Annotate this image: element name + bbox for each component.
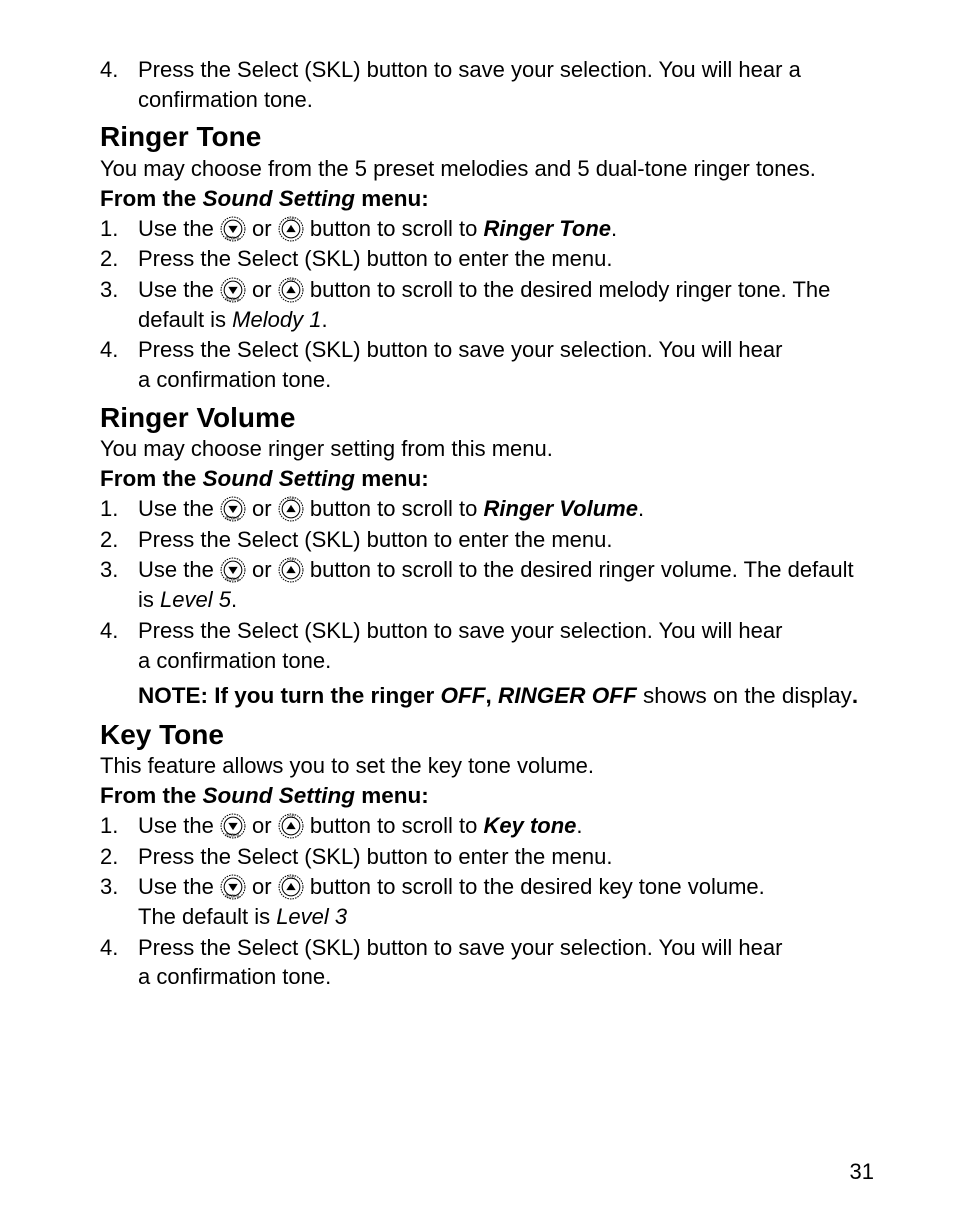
key-tone-subhead: From the Sound Setting menu: [100,783,874,809]
list-item: 3. Use the or button to scroll to the de… [100,275,874,334]
item-text: Use the or button to scroll to the desir… [138,872,874,931]
top-continuation-list: 4. Press the Select (SKL) button to save… [100,55,874,114]
ringer-tone-intro: You may choose from the 5 preset melodie… [100,154,874,184]
item-number: 2. [100,244,138,274]
menu-target: Ringer Tone [484,216,612,241]
ringer-tone-subhead: From the Sound Setting menu: [100,186,874,212]
list-item: 2. Press the Select (SKL) button to ente… [100,525,874,555]
ringer-volume-intro: You may choose ringer setting from this … [100,434,874,464]
item-text: Press the Select (SKL) button to save yo… [138,616,874,675]
item-number: 4. [100,616,138,675]
list-item: 1. Use the or button to scroll to Key to… [100,811,874,841]
item-number: 1. [100,811,138,841]
item-text: Use the or button to scroll to Key tone. [138,811,874,841]
up-arrow-icon [278,216,304,242]
item-number: 3. [100,275,138,334]
item-number: 4. [100,335,138,394]
item-number: 1. [100,214,138,244]
default-value: Level 3 [276,904,347,929]
key-tone-steps: 1. Use the or button to scroll to Key to… [100,811,874,992]
item-number: 3. [100,872,138,931]
ringer-tone-steps: 1. Use the or button to scroll to Ringer… [100,214,874,395]
list-item: 4. Press the Select (SKL) button to save… [100,335,874,394]
item-number: 2. [100,842,138,872]
list-item: 4. Press the Select (SKL) button to save… [100,55,874,114]
default-value: Level 5 [160,587,231,612]
list-item: 2. Press the Select (SKL) button to ente… [100,842,874,872]
up-arrow-icon [278,813,304,839]
ringer-tone-heading: Ringer Tone [100,120,874,154]
item-text: Press the Select (SKL) button to save yo… [138,55,874,114]
ringer-volume-subhead: From the Sound Setting menu: [100,466,874,492]
item-text: Press the Select (SKL) button to enter t… [138,525,874,555]
menu-target: Ringer Volume [484,496,638,521]
list-item: 1. Use the or button to scroll to Ringer… [100,494,874,524]
down-arrow-icon [220,813,246,839]
item-number: 4. [100,55,138,114]
list-item: 4. Press the Select (SKL) button to save… [100,616,874,675]
list-item: 4. Press the Select (SKL) button to save… [100,933,874,992]
item-text: Use the or button to scroll to the desir… [138,555,874,614]
page-number: 31 [850,1159,874,1185]
list-item: 1. Use the or button to scroll to Ringer… [100,214,874,244]
item-text: Use the or button to scroll to Ringer Vo… [138,494,874,524]
item-number: 1. [100,494,138,524]
item-text: Use the or button to scroll to Ringer To… [138,214,874,244]
list-item: 3. Use the or button to scroll to the de… [100,555,874,614]
key-tone-heading: Key Tone [100,718,874,752]
list-item: 3. Use the or button to scroll to the de… [100,872,874,931]
up-arrow-icon [278,496,304,522]
up-arrow-icon [278,277,304,303]
list-item: 2. Press the Select (SKL) button to ente… [100,244,874,274]
item-number: 3. [100,555,138,614]
default-value: Melody 1 [232,307,321,332]
down-arrow-icon [220,557,246,583]
item-text: Press the Select (SKL) button to save yo… [138,933,874,992]
manual-page: 4. Press the Select (SKL) button to save… [0,0,954,1215]
up-arrow-icon [278,557,304,583]
ringer-off-note: NOTE: If you turn the ringer OFF, RINGER… [138,681,874,711]
key-tone-intro: This feature allows you to set the key t… [100,751,874,781]
ringer-volume-steps: 1. Use the or button to scroll to Ringer… [100,494,874,675]
item-text: Press the Select (SKL) button to enter t… [138,842,874,872]
item-text: Use the or button to scroll to the desir… [138,275,874,334]
ringer-volume-heading: Ringer Volume [100,401,874,435]
up-arrow-icon [278,874,304,900]
item-text: Press the Select (SKL) button to save yo… [138,335,874,394]
item-text: Press the Select (SKL) button to enter t… [138,244,874,274]
item-number: 2. [100,525,138,555]
down-arrow-icon [220,277,246,303]
item-number: 4. [100,933,138,992]
down-arrow-icon [220,216,246,242]
menu-target: Key tone [484,813,577,838]
down-arrow-icon [220,874,246,900]
down-arrow-icon [220,496,246,522]
